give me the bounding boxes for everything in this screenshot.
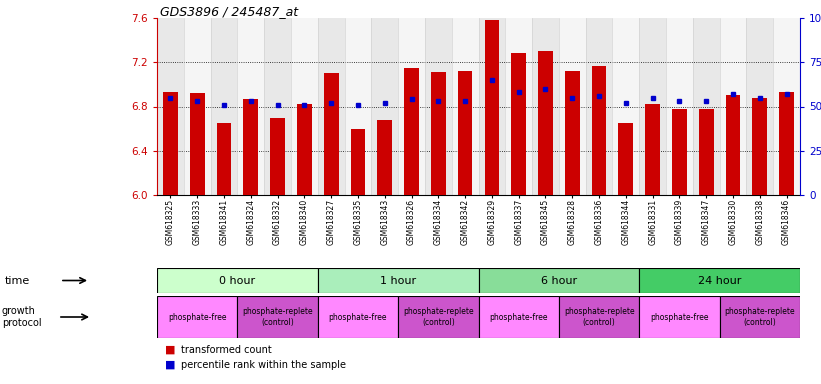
Bar xyxy=(779,92,794,195)
Bar xyxy=(773,18,800,195)
Text: 24 hour: 24 hour xyxy=(698,275,741,285)
Bar xyxy=(217,123,232,195)
Text: transformed count: transformed count xyxy=(181,345,273,355)
Text: phosphate-free: phosphate-free xyxy=(168,313,227,321)
Text: percentile rank within the sample: percentile rank within the sample xyxy=(181,360,346,370)
Text: phosphate-replete
(control): phosphate-replete (control) xyxy=(242,307,313,327)
Bar xyxy=(404,68,419,195)
Bar xyxy=(479,296,559,338)
Bar xyxy=(484,20,499,195)
Text: ■: ■ xyxy=(165,360,176,370)
Text: growth
protocol: growth protocol xyxy=(2,306,42,328)
Bar xyxy=(479,18,505,195)
Bar xyxy=(511,53,526,195)
Text: phosphate-free: phosphate-free xyxy=(489,313,548,321)
Bar xyxy=(720,18,746,195)
Bar xyxy=(452,18,479,195)
Text: phosphate-replete
(control): phosphate-replete (control) xyxy=(564,307,635,327)
Bar xyxy=(693,18,720,195)
Bar xyxy=(666,18,693,195)
Bar xyxy=(672,109,687,195)
Bar xyxy=(559,296,640,338)
Bar xyxy=(398,18,425,195)
Bar xyxy=(345,18,371,195)
Bar xyxy=(538,51,553,195)
Bar xyxy=(318,296,398,338)
Bar xyxy=(318,18,345,195)
Text: time: time xyxy=(5,275,30,285)
Text: phosphate-replete
(control): phosphate-replete (control) xyxy=(724,307,795,327)
Bar xyxy=(237,18,264,195)
Text: 0 hour: 0 hour xyxy=(219,275,255,285)
Bar xyxy=(157,18,184,195)
Bar xyxy=(163,92,178,195)
Bar xyxy=(323,73,338,195)
Bar xyxy=(351,129,365,195)
Bar xyxy=(585,18,612,195)
Bar xyxy=(371,18,398,195)
Bar xyxy=(264,18,291,195)
Bar xyxy=(640,268,800,293)
Text: phosphate-free: phosphate-free xyxy=(328,313,388,321)
Bar xyxy=(699,109,713,195)
Bar xyxy=(458,71,472,195)
Bar xyxy=(479,268,640,293)
Bar xyxy=(559,18,585,195)
Bar xyxy=(157,296,237,338)
Bar xyxy=(243,99,258,195)
Bar xyxy=(645,104,660,195)
Bar xyxy=(318,268,479,293)
Text: phosphate-free: phosphate-free xyxy=(650,313,709,321)
Bar xyxy=(565,71,580,195)
Bar xyxy=(640,296,720,338)
Text: 6 hour: 6 hour xyxy=(541,275,577,285)
Bar xyxy=(640,18,666,195)
Bar xyxy=(532,18,559,195)
Text: GDS3896 / 245487_at: GDS3896 / 245487_at xyxy=(160,5,298,18)
Text: 1 hour: 1 hour xyxy=(380,275,416,285)
Bar xyxy=(210,18,237,195)
Bar xyxy=(297,104,312,195)
Bar xyxy=(398,296,479,338)
Bar xyxy=(157,268,318,293)
Text: phosphate-replete
(control): phosphate-replete (control) xyxy=(403,307,474,327)
Bar xyxy=(726,96,741,195)
Bar xyxy=(720,296,800,338)
Bar xyxy=(592,66,607,195)
Bar xyxy=(425,18,452,195)
Bar xyxy=(237,296,318,338)
Bar xyxy=(270,118,285,195)
Bar xyxy=(184,18,210,195)
Bar xyxy=(190,93,204,195)
Bar xyxy=(431,72,446,195)
Bar xyxy=(378,120,392,195)
Bar xyxy=(505,18,532,195)
Bar xyxy=(746,18,773,195)
Text: ■: ■ xyxy=(165,345,176,355)
Bar xyxy=(612,18,640,195)
Bar xyxy=(291,18,318,195)
Bar xyxy=(752,98,767,195)
Bar xyxy=(618,123,633,195)
